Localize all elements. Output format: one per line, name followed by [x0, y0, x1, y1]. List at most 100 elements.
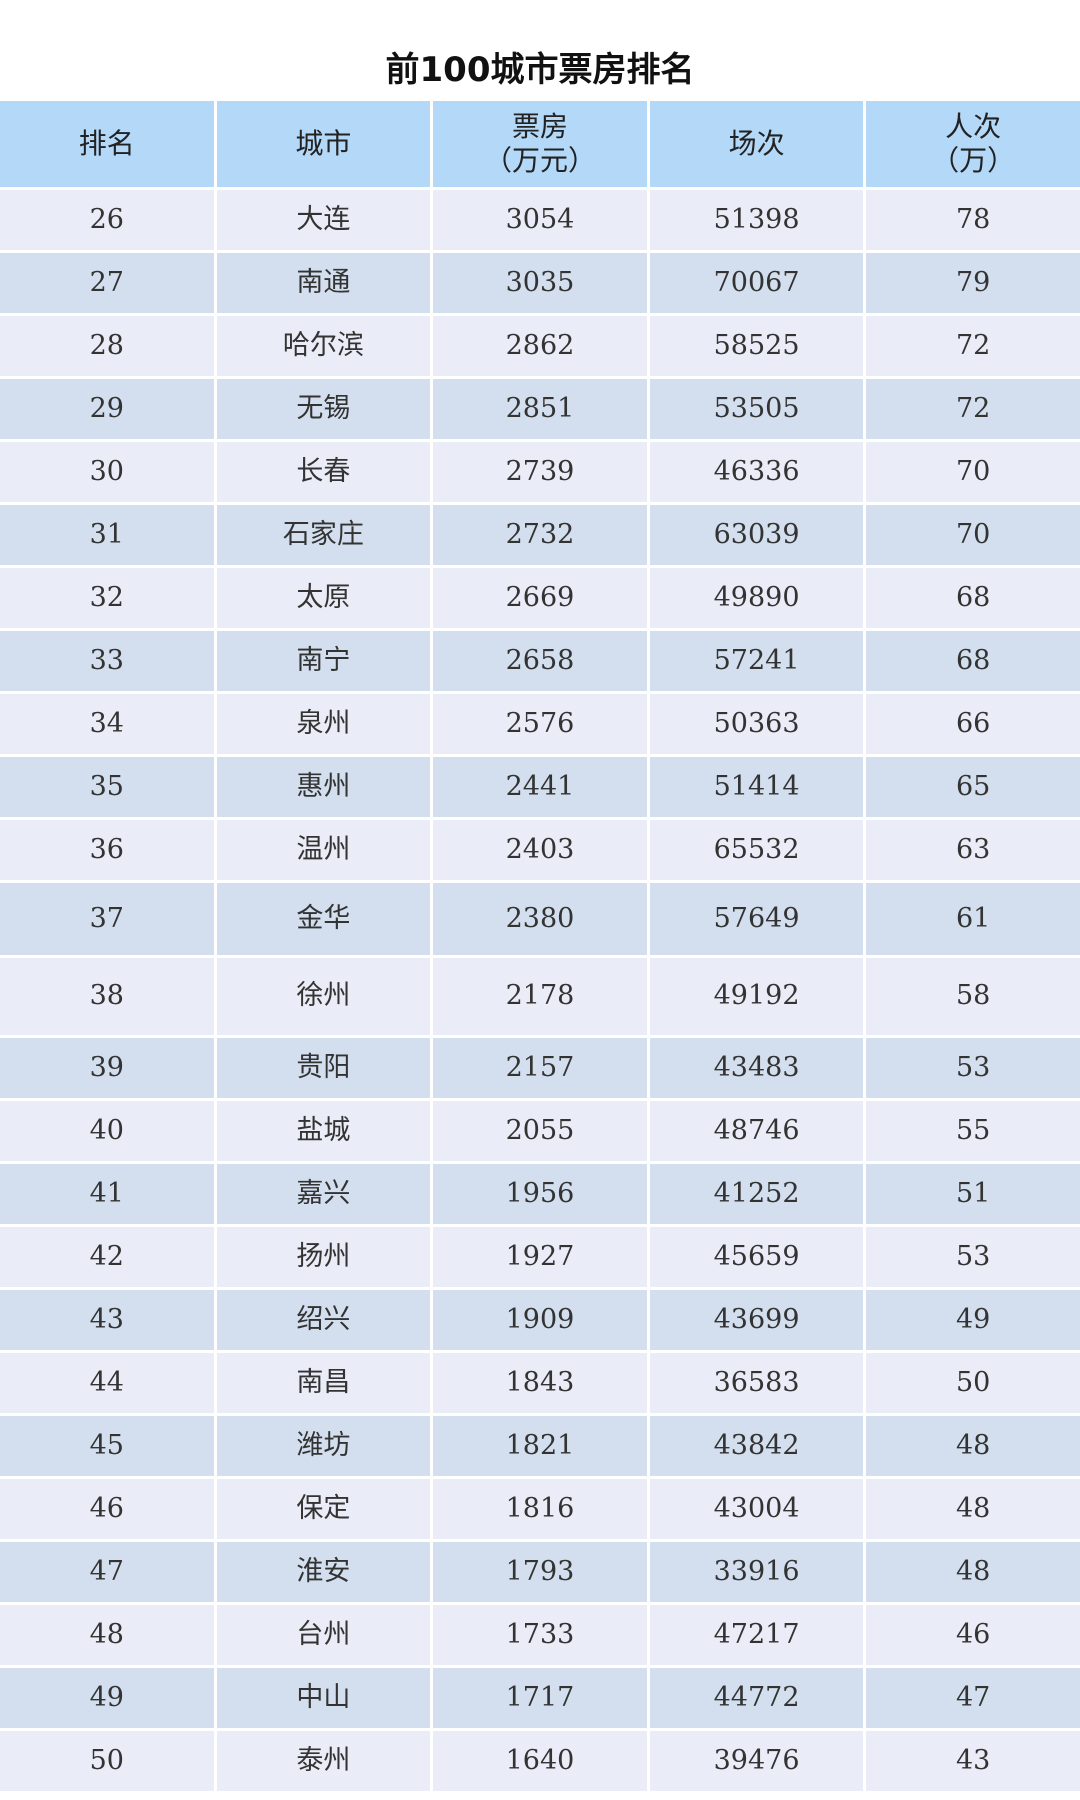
screenings-cell: 70067	[649, 253, 867, 313]
table-row: 48 台州 1733 47217 46	[0, 1605, 1080, 1668]
table-row: 34 泉州 2576 50363 66	[0, 694, 1080, 757]
rank-cell: 45	[0, 1416, 217, 1476]
rank-cell: 34	[0, 694, 217, 754]
box-office-cell: 1733	[433, 1605, 650, 1665]
city-cell: 扬州	[216, 1227, 434, 1287]
admissions-cell: 48	[866, 1479, 1080, 1539]
city-cell: 台州	[216, 1605, 434, 1665]
screenings-cell: 63039	[649, 505, 867, 565]
screenings-cell: 45659	[649, 1227, 867, 1287]
admissions-cell: 78	[866, 190, 1080, 250]
rank-cell: 44	[0, 1353, 217, 1413]
rank-cell: 28	[0, 316, 217, 376]
box-office-cell: 2669	[433, 568, 650, 628]
box-office-cell: 2739	[433, 442, 650, 502]
table-row: 38 徐州 2178 49192 58	[0, 958, 1080, 1038]
city-cell: 盐城	[216, 1101, 434, 1161]
rank-cell: 31	[0, 505, 217, 565]
admissions-cell: 70	[866, 442, 1080, 502]
admissions-cell: 58	[866, 958, 1080, 1035]
admissions-cell: 43	[866, 1731, 1080, 1791]
city-cell: 淮安	[216, 1542, 434, 1602]
city-cell: 南宁	[216, 631, 434, 691]
table-row: 46 保定 1816 43004 48	[0, 1479, 1080, 1542]
city-cell: 温州	[216, 820, 434, 880]
city-cell: 金华	[216, 883, 434, 955]
box-office-cell: 2658	[433, 631, 650, 691]
city-cell: 哈尔滨	[216, 316, 434, 376]
admissions-cell: 48	[866, 1542, 1080, 1602]
admissions-cell: 68	[866, 568, 1080, 628]
box-office-cell: 1927	[433, 1227, 650, 1287]
box-office-cell: 2178	[433, 958, 650, 1035]
city-cell: 贵阳	[216, 1038, 434, 1098]
table-row: 39 贵阳 2157 43483 53	[0, 1038, 1080, 1101]
city-cell: 南通	[216, 253, 434, 313]
rank-cell: 39	[0, 1038, 217, 1098]
admissions-cell: 61	[866, 883, 1080, 955]
box-office-cell: 2441	[433, 757, 650, 817]
city-cell: 潍坊	[216, 1416, 434, 1476]
screenings-cell: 58525	[649, 316, 867, 376]
admissions-cell: 68	[866, 631, 1080, 691]
table-row: 42 扬州 1927 45659 53	[0, 1227, 1080, 1290]
rank-cell: 50	[0, 1731, 217, 1791]
box-office-cell: 2732	[433, 505, 650, 565]
admissions-cell: 50	[866, 1353, 1080, 1413]
box-office-table: 排名 城市 票房 （万元） 场次 人次 （万） 26 大连 3054 51398 78 2…	[0, 101, 1080, 1794]
screenings-cell: 36583	[649, 1353, 867, 1413]
rank-cell: 47	[0, 1542, 217, 1602]
screenings-cell: 33916	[649, 1542, 867, 1602]
admissions-cell: 66	[866, 694, 1080, 754]
table-row: 40 盐城 2055 48746 55	[0, 1101, 1080, 1164]
admissions-cell: 49	[866, 1290, 1080, 1350]
city-cell: 石家庄	[216, 505, 434, 565]
box-office-cell: 2157	[433, 1038, 650, 1098]
table-row: 33 南宁 2658 57241 68	[0, 631, 1080, 694]
admissions-cell: 46	[866, 1605, 1080, 1665]
box-office-cell: 1717	[433, 1668, 650, 1728]
city-cell: 中山	[216, 1668, 434, 1728]
box-office-cell: 1956	[433, 1164, 650, 1224]
screenings-cell: 46336	[649, 442, 867, 502]
screenings-cell: 49192	[649, 958, 867, 1035]
table-row: 43 绍兴 1909 43699 49	[0, 1290, 1080, 1353]
box-office-cell: 3035	[433, 253, 650, 313]
header-screenings: 场次	[649, 101, 867, 187]
table-row: 50 泰州 1640 39476 43	[0, 1731, 1080, 1794]
box-office-cell: 3054	[433, 190, 650, 250]
rank-cell: 49	[0, 1668, 217, 1728]
admissions-cell: 55	[866, 1101, 1080, 1161]
screenings-cell: 47217	[649, 1605, 867, 1665]
screenings-cell: 43699	[649, 1290, 867, 1350]
screenings-cell: 39476	[649, 1731, 867, 1791]
rank-cell: 26	[0, 190, 217, 250]
rank-cell: 48	[0, 1605, 217, 1665]
box-office-cell: 1793	[433, 1542, 650, 1602]
box-office-cell: 2851	[433, 379, 650, 439]
box-office-cell: 1821	[433, 1416, 650, 1476]
rank-cell: 37	[0, 883, 217, 955]
box-office-cell: 1909	[433, 1290, 650, 1350]
table-row: 29 无锡 2851 53505 72	[0, 379, 1080, 442]
screenings-cell: 57241	[649, 631, 867, 691]
table-row: 31 石家庄 2732 63039 70	[0, 505, 1080, 568]
box-office-cell: 2055	[433, 1101, 650, 1161]
screenings-cell: 43483	[649, 1038, 867, 1098]
city-cell: 长春	[216, 442, 434, 502]
table-row: 27 南通 3035 70067 79	[0, 253, 1080, 316]
table-row: 44 南昌 1843 36583 50	[0, 1353, 1080, 1416]
screenings-cell: 48746	[649, 1101, 867, 1161]
admissions-cell: 53	[866, 1038, 1080, 1098]
rank-cell: 32	[0, 568, 217, 628]
table-row: 45 潍坊 1821 43842 48	[0, 1416, 1080, 1479]
table-row: 37 金华 2380 57649 61	[0, 883, 1080, 958]
admissions-cell: 79	[866, 253, 1080, 313]
city-cell: 惠州	[216, 757, 434, 817]
admissions-cell: 65	[866, 757, 1080, 817]
screenings-cell: 65532	[649, 820, 867, 880]
rank-cell: 33	[0, 631, 217, 691]
rank-cell: 27	[0, 253, 217, 313]
screenings-cell: 51414	[649, 757, 867, 817]
screenings-cell: 44772	[649, 1668, 867, 1728]
